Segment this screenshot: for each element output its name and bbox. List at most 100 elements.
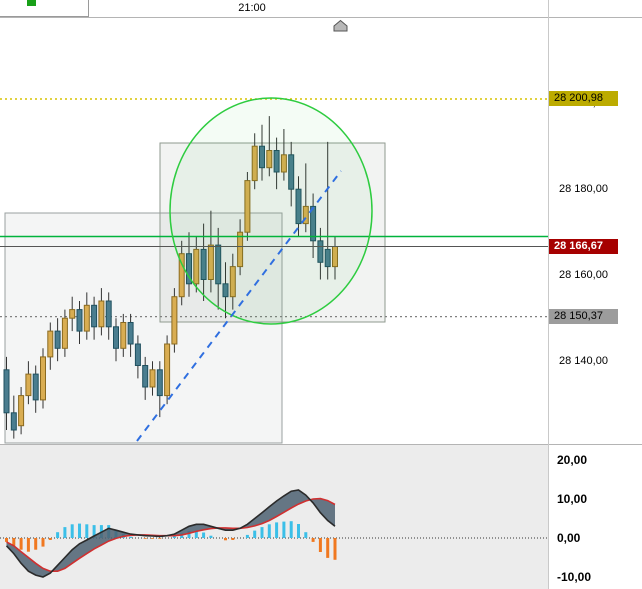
macd-histogram-bar — [260, 527, 264, 538]
candle — [295, 176, 302, 237]
macd-line — [5, 489, 336, 578]
indicator-tick-label: 20,00 — [557, 453, 588, 467]
candle — [47, 322, 54, 370]
candle-body — [32, 373, 39, 401]
candle — [207, 210, 214, 293]
macd-histogram-bar — [194, 531, 198, 538]
candle — [215, 227, 222, 310]
candle-body — [273, 150, 280, 173]
candle — [105, 292, 112, 340]
candle — [76, 301, 83, 344]
candle-body — [310, 205, 317, 242]
rect-zone[interactable] — [4, 212, 283, 444]
candle — [237, 219, 244, 276]
macd-panel-canvas[interactable] — [0, 445, 548, 589]
candle-body — [127, 322, 134, 345]
rect-zone[interactable] — [159, 142, 386, 323]
candle-body — [134, 343, 141, 366]
macd-histogram-bar — [202, 532, 206, 538]
alert-price-badge[interactable]: 28 200,98 — [549, 91, 618, 106]
candle — [193, 236, 200, 293]
price-tick-label: 28 180,00 — [559, 183, 608, 196]
candle — [10, 395, 17, 439]
candle — [127, 313, 134, 357]
candle-body — [18, 395, 25, 427]
macd-histogram-bar — [92, 525, 96, 538]
candle-body — [324, 248, 331, 268]
candle-body — [259, 145, 265, 169]
candle — [229, 253, 236, 310]
macd-histogram-bar — [187, 531, 191, 538]
candle-body — [120, 322, 127, 349]
macd-histogram-bar — [231, 538, 235, 540]
candle-body — [222, 283, 229, 298]
candle-body — [266, 150, 273, 169]
candle — [18, 387, 25, 435]
macd-histogram-bar — [304, 532, 308, 538]
candle-body — [164, 343, 171, 397]
macd-histogram-bar — [34, 538, 38, 550]
candle-body — [113, 326, 119, 349]
candle — [164, 335, 171, 405]
macd-histogram-bar — [318, 538, 322, 552]
macd-histogram-bar — [289, 521, 293, 538]
candle-body — [105, 300, 112, 328]
candle — [186, 232, 192, 297]
macd-histogram-bar — [253, 530, 257, 538]
candle-body — [69, 309, 76, 319]
candle-body — [156, 369, 163, 397]
candle — [98, 288, 105, 336]
macd-histogram-bar — [19, 538, 23, 550]
candle-body — [229, 266, 236, 298]
candle — [149, 361, 156, 396]
candle — [134, 335, 141, 379]
panel-divider[interactable] — [0, 444, 642, 445]
candle-body — [91, 304, 98, 328]
buy-marker-square — [27, 0, 36, 6]
candle — [244, 172, 251, 241]
candle — [120, 313, 127, 357]
level-price-badge[interactable]: 28 150,37 — [549, 308, 618, 324]
indicator-tick-label: 0,00 — [557, 531, 581, 545]
candle-body — [25, 373, 32, 397]
trend-line[interactable] — [136, 170, 342, 442]
candle — [142, 356, 149, 400]
price-chart-canvas[interactable] — [0, 0, 548, 445]
time-marker-icon[interactable] — [333, 19, 348, 32]
price-axis-divider — [548, 0, 549, 589]
macd-histogram-bar — [282, 521, 286, 538]
candle-body — [302, 205, 309, 225]
candle — [69, 296, 76, 332]
macd-histogram-bar — [275, 522, 279, 538]
candle-body — [215, 244, 222, 285]
candle-body — [295, 188, 302, 225]
candle-body — [149, 369, 156, 388]
candle-body — [10, 412, 17, 431]
last-price-badge: 28 166,67 — [549, 238, 618, 254]
candle-body — [200, 248, 207, 280]
candle — [310, 193, 317, 258]
macd-histogram-bar — [333, 538, 337, 560]
candle — [113, 318, 119, 362]
macd-histogram-bar — [224, 538, 227, 541]
indicator-tick-label: 10,00 — [557, 492, 588, 506]
candle-body — [61, 317, 68, 349]
macd-histogram-bar — [297, 524, 300, 538]
candle-body — [193, 248, 200, 285]
macd-histogram-bar — [209, 535, 213, 538]
candle — [178, 240, 185, 306]
macd-histogram-bar — [172, 536, 176, 538]
candle-body — [47, 330, 54, 358]
macd-histogram-bar — [129, 536, 133, 538]
candle — [259, 124, 265, 181]
drawn-circle[interactable] — [169, 97, 373, 325]
collapsed-toolbar[interactable] — [0, 0, 89, 17]
candle-body — [288, 154, 295, 190]
candle-body — [54, 330, 61, 349]
candle-body — [317, 240, 324, 263]
candle-body — [186, 253, 192, 285]
time-axis-line — [0, 17, 642, 18]
macd-histogram-bar — [41, 538, 45, 547]
